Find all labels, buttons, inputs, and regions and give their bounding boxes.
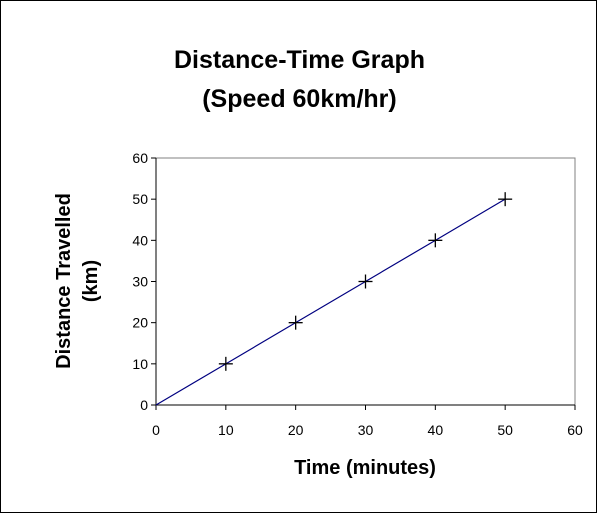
y-tick-label: 60	[132, 150, 148, 166]
y-axis-title-line-1: Distance Travelled	[53, 193, 75, 369]
x-tick-label: 10	[218, 422, 234, 438]
chart-title: Distance-Time Graph	[173, 46, 425, 74]
series-group	[155, 192, 513, 406]
chart-subtitle: (Speed 60km/hr)	[202, 85, 397, 113]
x-tick-label: 20	[288, 422, 304, 438]
data-point-marker	[358, 274, 373, 289]
x-tick-label: 50	[497, 422, 513, 438]
x-tick-label: 30	[358, 422, 374, 438]
data-point-marker	[498, 192, 513, 207]
x-tick-label: 60	[567, 422, 583, 438]
y-tick-label: 30	[132, 274, 148, 290]
series-line	[155, 198, 506, 406]
x-tick-label: 0	[152, 422, 160, 438]
data-point-marker	[428, 233, 443, 248]
x-axis-title: Time (minutes)	[294, 457, 436, 479]
data-point-marker	[288, 315, 303, 330]
data-point-marker	[218, 356, 233, 371]
y-tick-label: 10	[132, 356, 148, 372]
y-tick-label: 0	[140, 397, 148, 413]
x-axis-ticks: 0 10 20 30 40 50 60	[152, 405, 583, 438]
y-tick-label: 50	[132, 191, 148, 207]
y-tick-label: 20	[132, 315, 148, 331]
y-axis-title-line-2: (km)	[80, 260, 102, 302]
x-tick-label: 40	[428, 422, 444, 438]
y-axis-ticks: 0 10 20 30 40 50 60	[132, 150, 156, 413]
y-tick-label: 40	[132, 232, 148, 248]
